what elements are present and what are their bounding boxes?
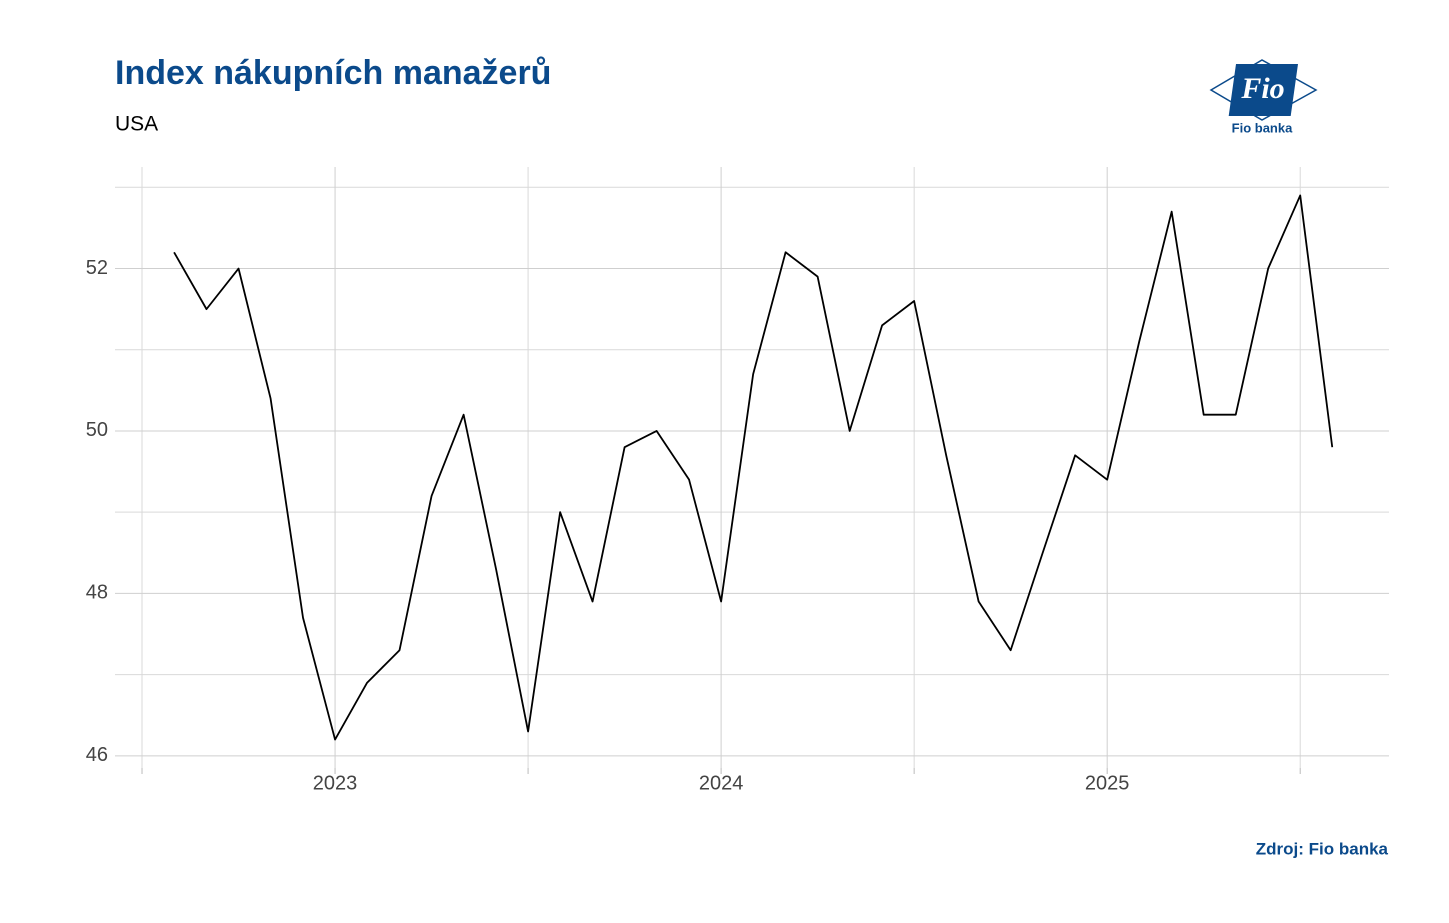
source: Zdroj: Fio banka (1256, 839, 1389, 858)
x-tick-label: 2025 (1085, 772, 1130, 794)
x-tick-label: 2024 (699, 772, 744, 794)
y-tick-label: 52 (86, 257, 108, 279)
chart-title: Index nákupních manažerů (115, 54, 551, 92)
logo: Fio Fio banka (1209, 59, 1318, 135)
logo-name: Fio banka (1232, 120, 1293, 135)
logo-mark: Fio (1240, 72, 1284, 105)
y-tick-label: 48 (86, 582, 108, 604)
x-tick-label: 2023 (313, 772, 358, 794)
line (173, 194, 1334, 741)
chart-subtitle: USA (115, 113, 158, 136)
logo-flag (1228, 64, 1299, 116)
y-tick-label: 50 (86, 419, 108, 441)
y-tick-label: 46 (86, 744, 108, 766)
